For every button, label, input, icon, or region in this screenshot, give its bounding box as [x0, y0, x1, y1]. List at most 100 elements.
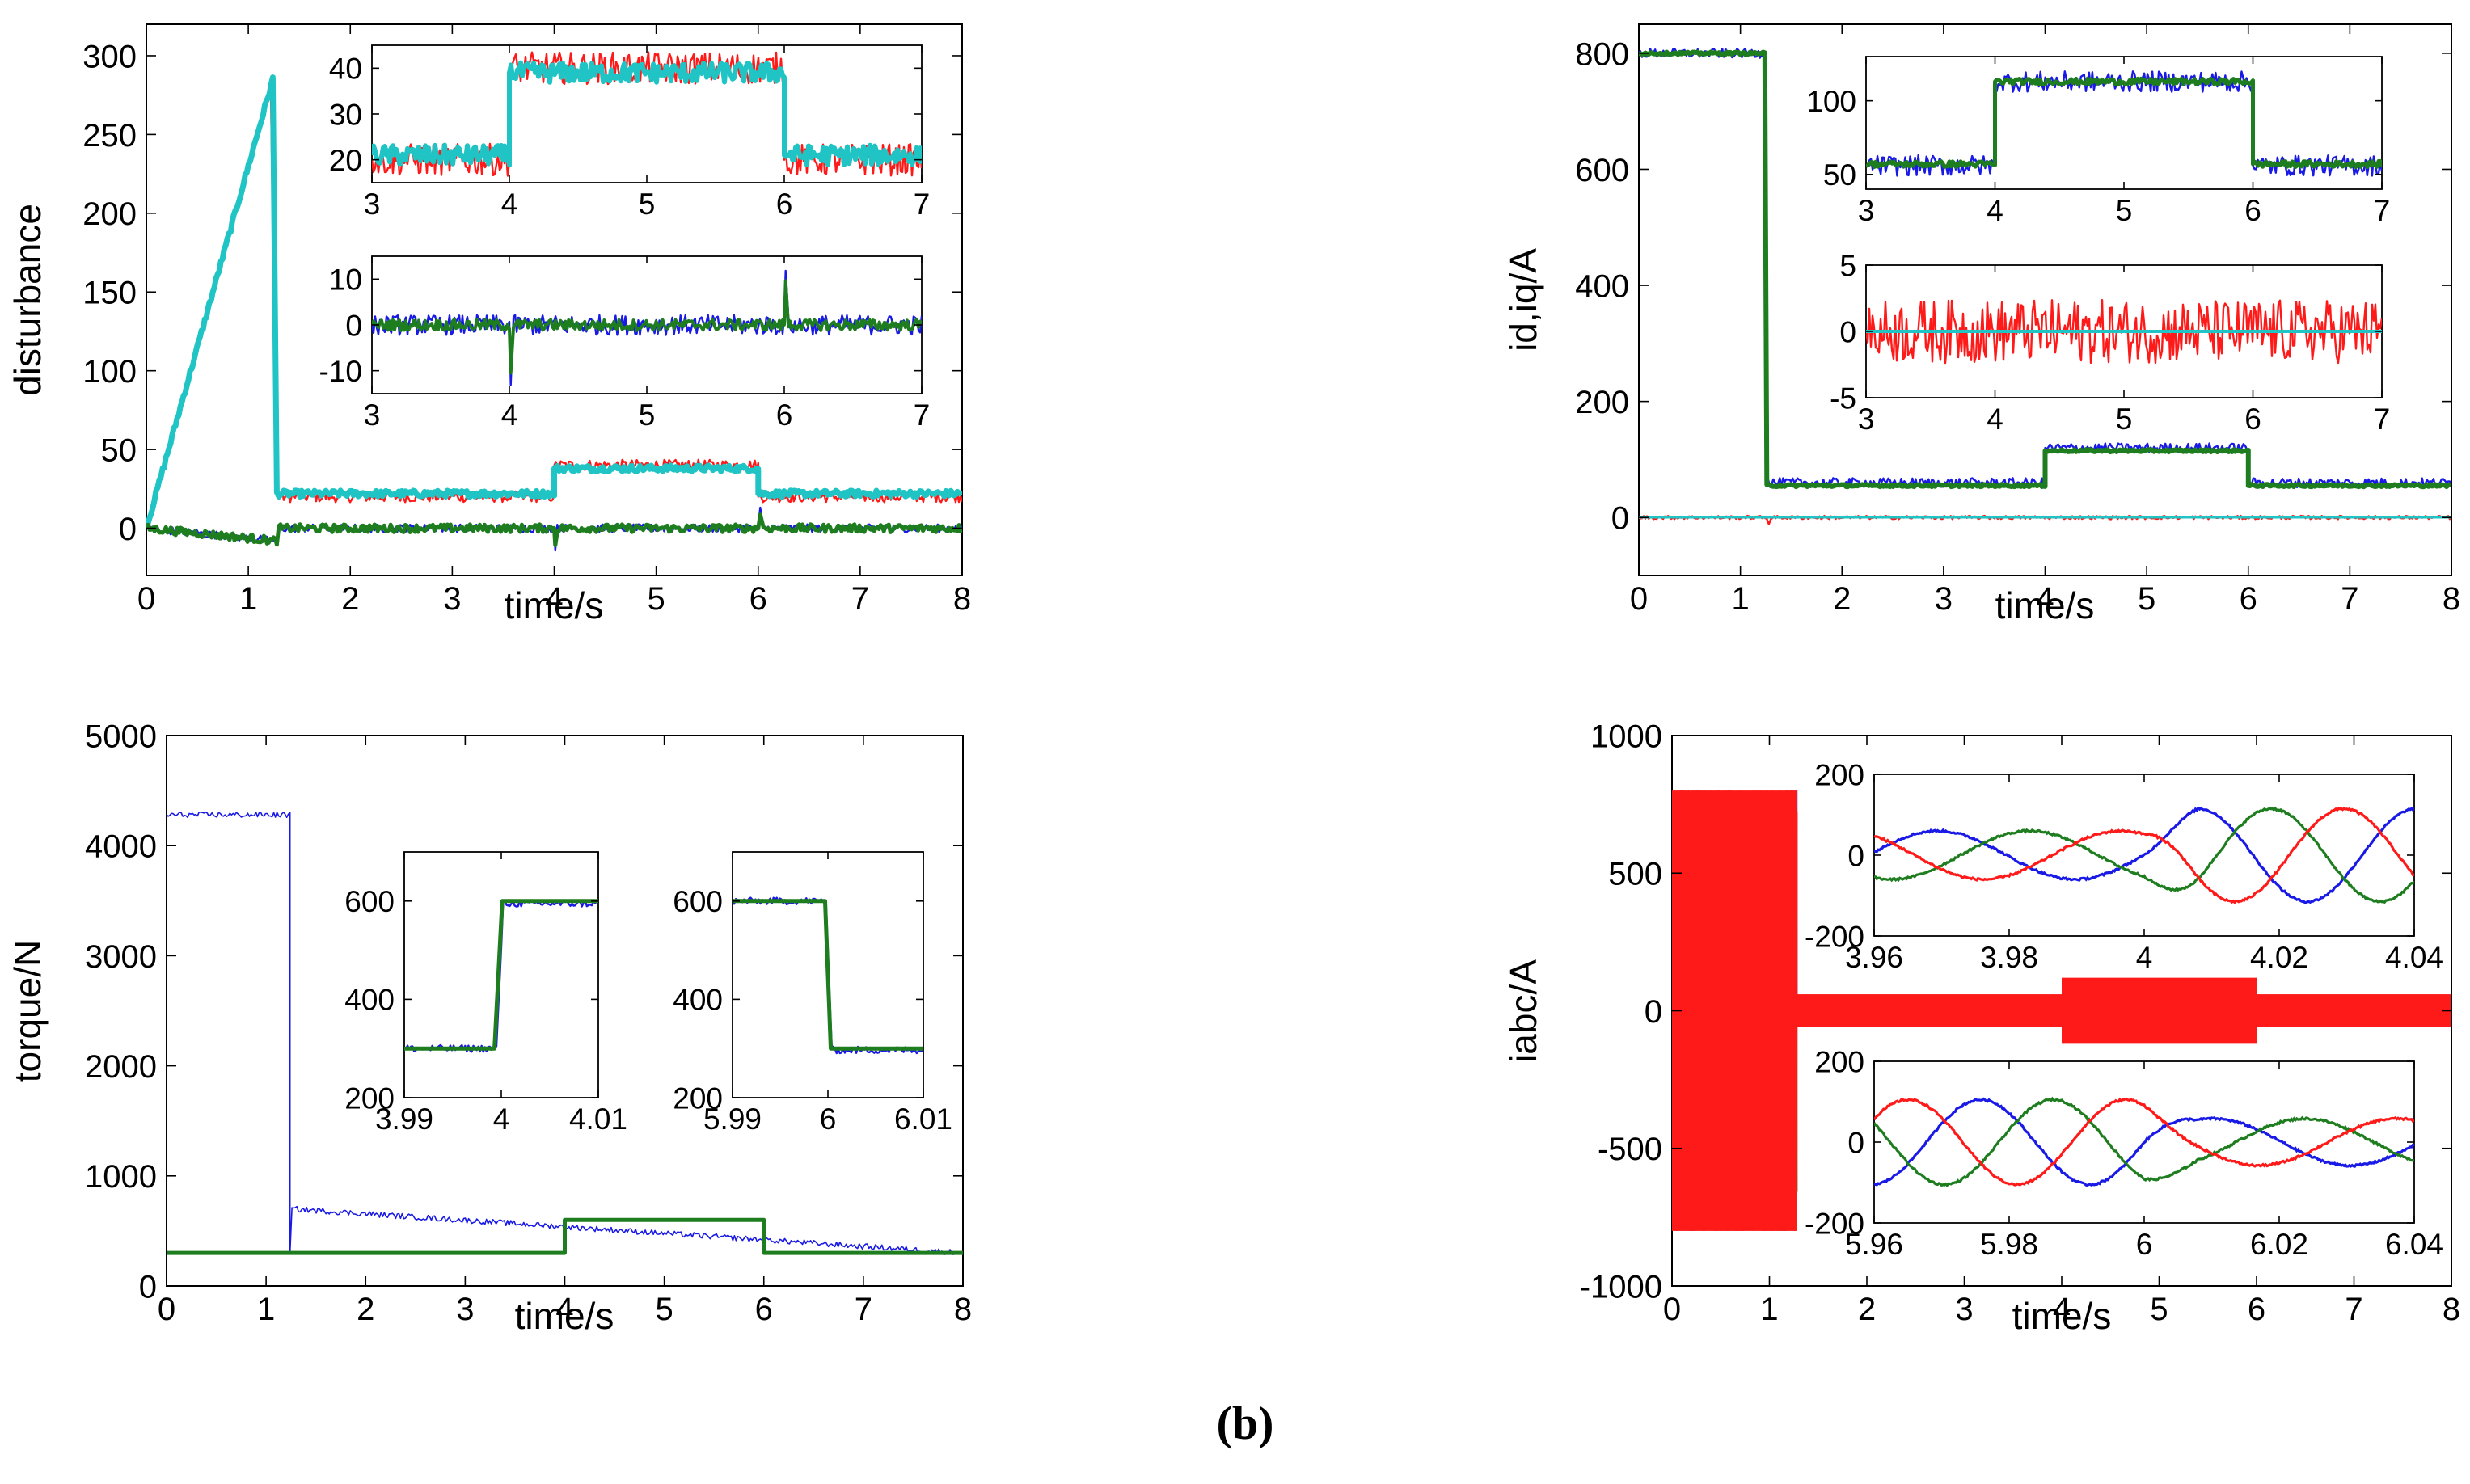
x-tick-label: 4 [2053, 1292, 2071, 1327]
inset-torque-zoom-4: 3.99 4 4.01 200 400 600 [344, 851, 627, 1136]
y-tick-label: 400 [344, 984, 395, 1017]
x-tick-label: 2 [357, 1292, 374, 1327]
x-tick-label: 5.96 [1845, 1228, 1903, 1261]
y-tick-label: 40 [329, 53, 362, 86]
y-tick-label: -200 [1805, 1207, 1864, 1240]
x-tick-label: 3 [364, 398, 381, 432]
y-tick-label: 600 [673, 885, 723, 918]
x-tick-label: 6 [2240, 581, 2257, 617]
y-tick-label: 0 [1839, 315, 1856, 348]
x-tick-label: 7 [851, 581, 869, 617]
plot-area [1639, 48, 2451, 525]
x-tick-label: 8 [2443, 581, 2460, 617]
y-tick-label: 0 [345, 309, 362, 342]
x-tick-label: 6 [2248, 1292, 2265, 1327]
y-tick-label: -10 [319, 355, 362, 388]
series-green-line [372, 279, 922, 375]
y-tick-label: 600 [344, 885, 395, 918]
inset-box [403, 851, 599, 1098]
x-tick-label: 0 [137, 581, 155, 617]
y-axis-label: disturbance [6, 204, 49, 396]
x-tick-label: 3 [1935, 581, 1953, 617]
panel-id-iq: 0 1 2 3 4 5 6 7 8 0 200 400 600 800 time/s id,iq/A 3 4… [1502, 23, 2460, 626]
inset-plot [1874, 806, 2414, 904]
y-tick-label: 5000 [85, 719, 157, 754]
y-tick-label: 3000 [85, 939, 157, 975]
series-green-line [1866, 76, 2382, 170]
x-tick-label: 3.99 [375, 1102, 433, 1136]
y-tick-label: 0 [1847, 839, 1864, 872]
x-tick-label: 6 [820, 1102, 837, 1136]
x-tick-label: 5.98 [1980, 1228, 2038, 1261]
y-tick-label: -1000 [1580, 1269, 1662, 1305]
x-tick-label: 5 [639, 398, 656, 432]
y-tick-label: 200 [1814, 758, 1864, 791]
x-tick-label: 6 [755, 1292, 773, 1327]
inset-plot [1874, 1096, 2414, 1188]
series-d_q-line [146, 74, 962, 529]
x-tick-label: 2 [1858, 1292, 1876, 1327]
x-tick-label: 4 [493, 1102, 510, 1136]
x-tick-label: 5 [2116, 403, 2133, 436]
inset-torque-zoom-6: 5.99 6 6.01 200 400 600 [673, 851, 952, 1136]
y-tick-label: 50 [1823, 158, 1856, 192]
x-tick-label: 7 [2345, 1292, 2362, 1327]
x-tick-label: 7 [2341, 581, 2358, 617]
series-iq-line [1639, 48, 2451, 489]
series-cyan-line [372, 60, 922, 168]
y-tick-label: 250 [82, 118, 137, 154]
series-d_d-line [146, 512, 962, 547]
y-tick-label: 200 [1814, 1045, 1864, 1078]
phase-blue-wave [1874, 1097, 2414, 1187]
x-tick-label: 5 [639, 188, 656, 221]
series-d_q_est-line [146, 86, 962, 529]
x-tick-label: 4 [555, 1292, 573, 1327]
inset-dq-zoom: 3 4 5 6 7 20 30 40 [329, 44, 930, 221]
x-tick-label: 1 [239, 581, 257, 617]
y-tick-label: 4000 [85, 829, 157, 865]
figure-caption: (b) [1217, 1397, 1274, 1449]
x-tick-label: 7 [914, 398, 931, 432]
x-tick-label: 0 [1630, 581, 1648, 617]
phase-blue-wave [1874, 806, 2414, 904]
series-TL-line [167, 1217, 963, 1255]
x-tick-label: 6 [2136, 1228, 2153, 1261]
inset-ticks: 3 4 5 6 7 -10 0 10 [319, 256, 931, 432]
series-green-line [404, 899, 598, 1051]
y-tick-label: 30 [329, 98, 362, 131]
y-tick-label: -5 [1830, 382, 1856, 415]
series-ia-band [2062, 977, 2257, 1044]
x-tick-label: 3 [443, 581, 461, 617]
y-tick-label: 300 [82, 39, 137, 74]
inset-ticks: 3.99 4 4.01 200 400 600 [344, 852, 627, 1136]
x-tick-label: 4 [545, 581, 563, 617]
inset-ticks: 3.96 3.98 4 4.02 4.04 -200 0 200 [1805, 758, 2443, 974]
plot-area [167, 811, 963, 1255]
x-tick-label: 3 [456, 1292, 474, 1327]
panel-torque: 0 1 2 3 4 5 6 7 8 0 1000 2000 3000 4000 5000 time/s to… [6, 719, 972, 1337]
series-ia-band [1797, 994, 2062, 1027]
x-tick-label: 4.04 [2385, 941, 2443, 974]
inset-iq-zoom: 3 4 5 6 7 50 100 [1806, 56, 2390, 227]
y-tick-label: 200 [82, 196, 137, 232]
y-tick-label: 100 [1806, 85, 1856, 118]
inset-plot [404, 899, 598, 1053]
y-tick-label: 200 [673, 1081, 723, 1115]
plot-area [146, 74, 962, 552]
y-tick-label: 0 [1645, 994, 1662, 1030]
y-axis-label: torque/N [6, 940, 49, 1082]
x-tick-label: 6.04 [2385, 1228, 2443, 1261]
x-tick-label: 8 [953, 581, 971, 617]
y-tick-label: 100 [82, 354, 137, 390]
y-tick-label: 600 [1575, 153, 1629, 188]
x-tick-label: 3.96 [1845, 941, 1903, 974]
x-tick-label: 8 [954, 1292, 972, 1327]
y-tick-label: 800 [1575, 36, 1629, 72]
phase-green-wave [1874, 806, 2414, 904]
inset-plot [372, 269, 922, 386]
x-tick-label: 6 [2244, 403, 2261, 436]
y-tick-label: 0 [1611, 501, 1629, 537]
